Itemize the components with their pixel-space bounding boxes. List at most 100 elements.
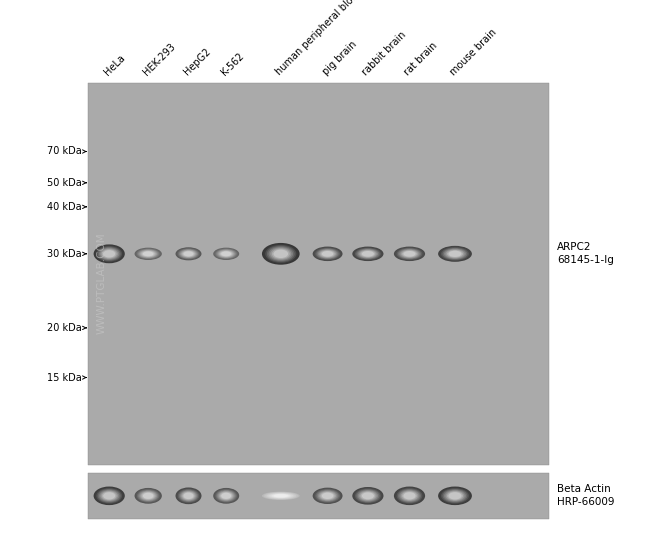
- Ellipse shape: [396, 488, 422, 504]
- Ellipse shape: [96, 488, 122, 504]
- Ellipse shape: [219, 491, 233, 500]
- Ellipse shape: [319, 491, 336, 500]
- Ellipse shape: [268, 247, 293, 261]
- Ellipse shape: [362, 251, 374, 257]
- Ellipse shape: [358, 490, 378, 501]
- Ellipse shape: [356, 248, 380, 259]
- Ellipse shape: [267, 246, 294, 262]
- Ellipse shape: [180, 249, 197, 258]
- Ellipse shape: [322, 251, 333, 257]
- Text: ARPC2
68145-1-Ig: ARPC2 68145-1-Ig: [557, 242, 614, 265]
- Ellipse shape: [262, 492, 300, 500]
- Ellipse shape: [395, 488, 424, 504]
- Ellipse shape: [142, 492, 155, 500]
- Ellipse shape: [219, 250, 233, 257]
- Ellipse shape: [137, 489, 159, 502]
- Ellipse shape: [103, 250, 115, 257]
- Ellipse shape: [270, 493, 291, 498]
- Ellipse shape: [314, 489, 341, 503]
- Ellipse shape: [443, 489, 467, 502]
- Ellipse shape: [447, 491, 463, 500]
- Ellipse shape: [319, 250, 336, 258]
- Text: mouse brain: mouse brain: [448, 27, 498, 77]
- Ellipse shape: [143, 493, 153, 499]
- Ellipse shape: [445, 491, 465, 501]
- Ellipse shape: [320, 250, 335, 257]
- Ellipse shape: [137, 249, 159, 259]
- Ellipse shape: [318, 491, 337, 501]
- Ellipse shape: [317, 248, 339, 259]
- Ellipse shape: [448, 251, 461, 257]
- Ellipse shape: [139, 491, 157, 501]
- Ellipse shape: [314, 247, 341, 261]
- Ellipse shape: [396, 248, 422, 260]
- Ellipse shape: [265, 245, 296, 263]
- Ellipse shape: [99, 490, 120, 502]
- Ellipse shape: [178, 248, 199, 259]
- FancyBboxPatch shape: [88, 473, 549, 519]
- Ellipse shape: [180, 490, 197, 501]
- Text: human peripheral blood platelets: human peripheral blood platelets: [274, 0, 396, 77]
- Ellipse shape: [214, 248, 238, 260]
- Ellipse shape: [355, 248, 381, 260]
- Ellipse shape: [143, 252, 153, 256]
- Ellipse shape: [176, 488, 202, 504]
- Ellipse shape: [362, 492, 374, 499]
- Text: 30 kDa: 30 kDa: [47, 249, 82, 259]
- Text: 15 kDa: 15 kDa: [47, 373, 82, 382]
- Ellipse shape: [220, 492, 233, 500]
- Ellipse shape: [138, 249, 158, 258]
- Text: rabbit brain: rabbit brain: [361, 30, 409, 77]
- Ellipse shape: [135, 248, 162, 260]
- Ellipse shape: [441, 488, 469, 504]
- Ellipse shape: [448, 492, 461, 499]
- Ellipse shape: [183, 252, 194, 256]
- Ellipse shape: [317, 490, 339, 502]
- Text: HEK-293: HEK-293: [141, 42, 177, 77]
- Ellipse shape: [181, 491, 196, 500]
- Text: Beta Actin
HRP-66009: Beta Actin HRP-66009: [557, 484, 614, 507]
- Ellipse shape: [95, 245, 124, 262]
- Ellipse shape: [354, 488, 382, 504]
- Ellipse shape: [103, 492, 115, 499]
- Ellipse shape: [214, 489, 238, 503]
- Ellipse shape: [352, 487, 383, 505]
- Ellipse shape: [361, 492, 375, 500]
- Ellipse shape: [140, 250, 156, 257]
- Ellipse shape: [444, 490, 466, 502]
- Text: rat brain: rat brain: [402, 41, 439, 77]
- Ellipse shape: [404, 251, 415, 257]
- Ellipse shape: [95, 488, 124, 504]
- Ellipse shape: [176, 247, 202, 261]
- Text: pig brain: pig brain: [320, 40, 358, 77]
- Ellipse shape: [139, 250, 157, 258]
- Ellipse shape: [265, 492, 296, 499]
- Ellipse shape: [439, 488, 471, 504]
- Ellipse shape: [179, 249, 198, 258]
- Ellipse shape: [394, 247, 425, 261]
- Ellipse shape: [264, 492, 298, 500]
- Ellipse shape: [216, 490, 236, 501]
- Ellipse shape: [182, 492, 195, 500]
- FancyBboxPatch shape: [88, 83, 549, 465]
- Ellipse shape: [98, 489, 121, 502]
- Ellipse shape: [361, 250, 375, 257]
- Ellipse shape: [264, 244, 298, 264]
- Text: 40 kDa: 40 kDa: [47, 202, 82, 212]
- Ellipse shape: [352, 247, 383, 261]
- Ellipse shape: [313, 247, 343, 261]
- Ellipse shape: [272, 249, 290, 259]
- Ellipse shape: [404, 492, 415, 499]
- Ellipse shape: [398, 248, 421, 259]
- Ellipse shape: [140, 491, 156, 500]
- Ellipse shape: [218, 250, 235, 258]
- Ellipse shape: [100, 248, 118, 259]
- Ellipse shape: [315, 248, 340, 260]
- Ellipse shape: [399, 249, 420, 258]
- Text: HepG2: HepG2: [181, 47, 212, 77]
- Ellipse shape: [318, 249, 337, 258]
- Ellipse shape: [262, 243, 300, 265]
- Ellipse shape: [142, 251, 155, 257]
- Ellipse shape: [94, 486, 125, 505]
- Ellipse shape: [315, 489, 340, 502]
